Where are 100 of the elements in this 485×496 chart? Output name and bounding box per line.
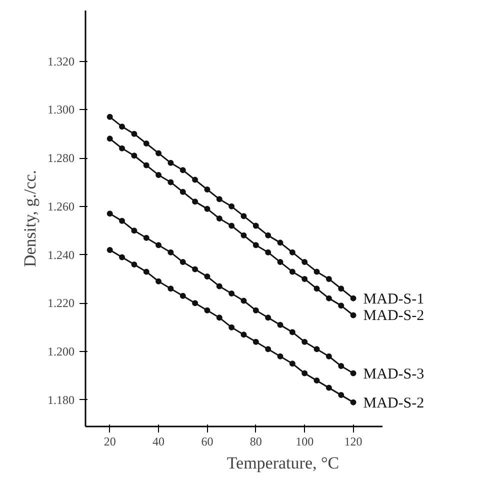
- point: [350, 312, 356, 318]
- point: [289, 329, 296, 336]
- series-label: MAD-S-3: [363, 366, 424, 382]
- y-tick-label: 1.320: [48, 54, 74, 68]
- point: [252, 338, 259, 345]
- point: [180, 259, 186, 266]
- point: [216, 216, 222, 222]
- point: [216, 283, 222, 290]
- point: [156, 150, 162, 156]
- point: [168, 160, 174, 166]
- point: [326, 384, 332, 391]
- point: [326, 276, 332, 282]
- point: [338, 392, 344, 398]
- point: [131, 130, 138, 137]
- point: [204, 206, 210, 212]
- y-tick-label: 1.180: [48, 392, 74, 407]
- point: [106, 246, 113, 253]
- point: [265, 249, 272, 256]
- y-tick-label: 1.280: [48, 151, 74, 166]
- x-tick-label: 120: [344, 434, 362, 448]
- point: [289, 249, 296, 256]
- point: [302, 338, 308, 345]
- point: [302, 259, 308, 266]
- point: [289, 360, 296, 367]
- point: [131, 152, 138, 159]
- point: [265, 346, 272, 352]
- series-label: MAD-S-1: [363, 291, 424, 308]
- point: [156, 242, 162, 248]
- point: [168, 286, 174, 292]
- point: [350, 370, 356, 376]
- point: [192, 266, 198, 272]
- point: [240, 213, 247, 220]
- point: [204, 186, 210, 192]
- point: [277, 259, 284, 266]
- x-tick-label: 80: [250, 434, 262, 448]
- point: [240, 298, 247, 304]
- point: [143, 234, 150, 241]
- point: [252, 222, 259, 229]
- point: [106, 136, 113, 142]
- point: [180, 292, 186, 299]
- point: [216, 314, 222, 321]
- point: [302, 276, 308, 282]
- point: [143, 268, 150, 275]
- point: [180, 167, 186, 174]
- point: [119, 218, 126, 224]
- y-tick-label: 1.200: [48, 344, 74, 359]
- point: [228, 324, 235, 330]
- point: [180, 188, 186, 195]
- series-label: MAD-S-2: [363, 395, 424, 412]
- x-tick-label: 20: [104, 434, 116, 448]
- x-tick-label: 40: [152, 434, 165, 448]
- point: [131, 261, 138, 268]
- point: [252, 242, 259, 248]
- point: [277, 353, 284, 360]
- point: [156, 172, 162, 178]
- point: [119, 145, 126, 152]
- x-tick-label: 60: [201, 434, 214, 448]
- point: [277, 240, 284, 246]
- point: [192, 300, 198, 306]
- point: [302, 370, 308, 376]
- point: [192, 198, 198, 205]
- y-tick-label: 1.220: [48, 296, 74, 310]
- point: [314, 346, 320, 352]
- point: [338, 363, 344, 370]
- point: [314, 286, 320, 292]
- point: [192, 176, 198, 183]
- y-axis-title: Density, g./cc.: [20, 170, 40, 268]
- point: [314, 268, 320, 275]
- point: [338, 286, 344, 292]
- series-label: MAD-S-2: [363, 308, 424, 324]
- point: [216, 196, 222, 202]
- x-tick-label: 100: [296, 434, 314, 448]
- point: [252, 307, 259, 314]
- point: [119, 124, 126, 130]
- point: [156, 278, 162, 284]
- point: [265, 232, 272, 238]
- point: [228, 203, 235, 210]
- point: [204, 307, 210, 314]
- y-tick-label: 1.240: [48, 248, 74, 262]
- y-tick-label: 1.300: [48, 102, 74, 117]
- y-tick-label: 1.260: [48, 199, 74, 214]
- x-axis-title: Temperature, °C: [226, 454, 340, 472]
- point: [326, 353, 332, 360]
- point: [350, 295, 356, 302]
- point: [131, 228, 138, 234]
- point: [350, 399, 356, 406]
- point: [326, 295, 332, 302]
- point: [240, 332, 247, 338]
- point: [106, 210, 113, 217]
- point: [204, 274, 210, 280]
- point: [106, 114, 113, 120]
- point: [289, 268, 296, 275]
- point: [228, 222, 235, 229]
- point: [228, 290, 235, 296]
- point: [277, 322, 284, 328]
- point: [314, 378, 320, 384]
- point: [168, 249, 174, 256]
- point: [168, 179, 174, 186]
- point: [119, 254, 126, 260]
- point: [338, 302, 344, 309]
